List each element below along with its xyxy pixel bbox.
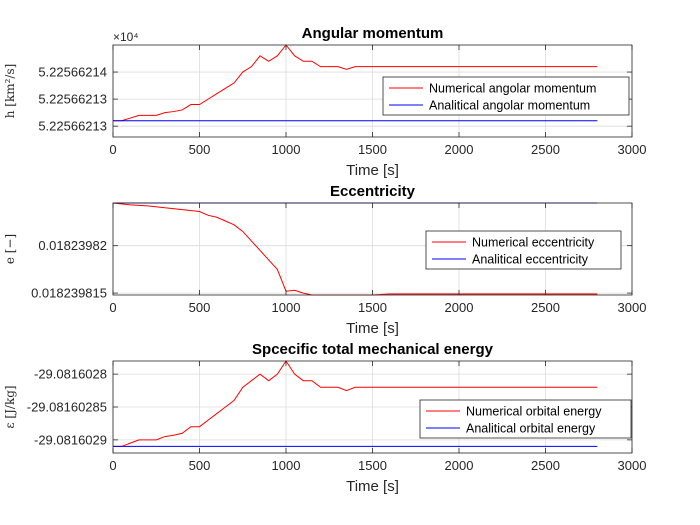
y-tick-label: 5.22566214 [38,65,107,80]
x-tick-label: 2500 [531,458,560,473]
y-tick-label: 0.01823982 [38,238,107,253]
x-tick-label: 1000 [272,142,301,157]
y-tick-label: 5.22566213 [38,92,107,107]
legend-entry: Numerical orbital energy [466,405,602,419]
legend-entry: Analitical angolar momentum [429,99,590,113]
chart-title: Spcecific total mechanical energy [252,341,494,358]
x-tick-label: 3000 [618,142,647,157]
chart-title: Angular momentum [302,25,444,42]
legend: Numerical eccentricity Analitical eccentr… [425,230,622,270]
x-tick-label: 500 [189,300,211,315]
x-tick-label: 500 [189,142,211,157]
chart-title: Eccentricity [330,183,416,200]
y-tick-label: -29.0816028 [34,367,107,382]
x-tick-label: 1500 [358,300,387,315]
legend-entry: Numerical eccentricity [472,236,595,250]
x-tick-label: 0 [109,300,116,315]
legend-box [382,76,630,116]
chart-panel-1: 0 500 1000 1500 2000 2500 3000 5.22566213 5.2256… [3,25,646,179]
y-tick-label: -29.08160285 [27,400,107,415]
x-tick-label: 2500 [531,300,560,315]
series-line-numerical [113,360,598,447]
series-line-numerical [113,44,598,122]
x-axis-label: Time [s] [346,162,399,179]
legend-entry: Analitical orbital energy [466,422,596,436]
x-tick-label: 0 [109,458,116,473]
y-axis-label: e [−] [3,234,17,264]
y-tick-label: 0.018239815 [31,286,107,301]
x-tick-label: 0 [109,142,116,157]
y-tick-label: -29.0816029 [34,432,107,447]
legend-box [425,230,622,270]
x-axis-label: Time [s] [346,478,399,495]
x-tick-label: 3000 [618,300,647,315]
legend: Numerical orbital energy Analitical orbit… [419,399,632,439]
x-tick-label: 2000 [445,458,474,473]
x-tick-label: 1000 [272,458,301,473]
x-tick-label: 2000 [445,300,474,315]
x-tick-label: 2000 [445,142,474,157]
x-tick-label: 1500 [358,458,387,473]
x-tick-label: 2500 [531,142,560,157]
x-tick-label: 1500 [358,142,387,157]
y-exponent-label: ×10⁴ [113,30,139,44]
legend: Numerical angolar momentum Analitical ang… [382,76,630,116]
x-tick-label: 1000 [272,300,301,315]
legend-entry: Numerical angolar momentum [429,82,596,96]
y-axis-label: h [km²/s] [3,64,17,119]
legend-box [419,399,632,439]
x-tick-label: 500 [189,458,211,473]
legend-entry: Analitical eccentricity [472,253,589,267]
chart-panel-3: 0 500 1000 1500 2000 2500 3000 -29.0816029 -29.0… [3,341,646,495]
x-tick-label: 3000 [618,458,647,473]
series-line-numerical [112,202,598,296]
chart-panel-2: 0 500 1000 1500 2000 2500 3000 0.018239815 0.018… [3,183,646,337]
x-axis-label: Time [s] [346,320,399,337]
y-tick-label: 5.22566213 [38,119,107,134]
y-axis-label: ε [J/kg] [3,385,17,428]
